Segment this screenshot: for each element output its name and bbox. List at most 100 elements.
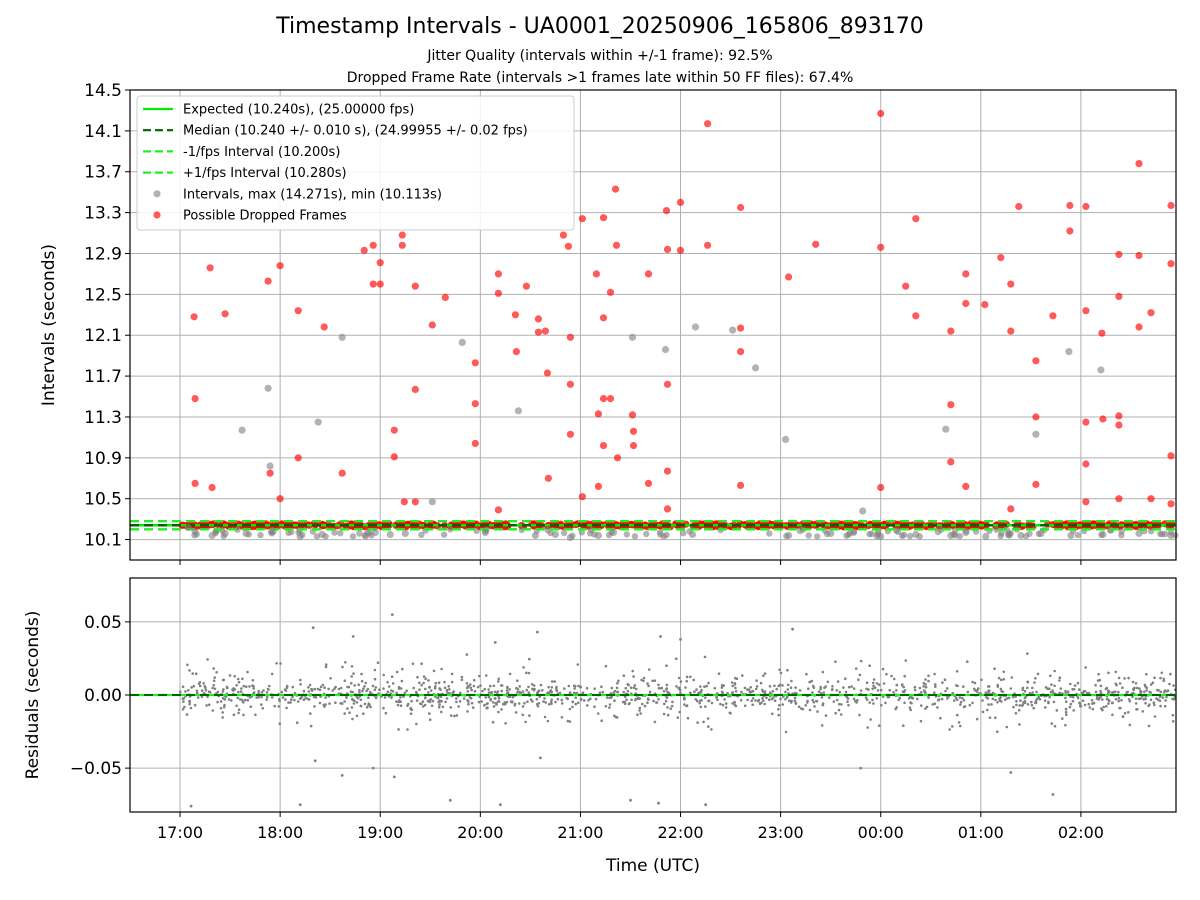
residual-point xyxy=(642,679,645,683)
residual-point xyxy=(1128,700,1132,703)
dropped-frame-point xyxy=(1098,329,1106,337)
residual-point xyxy=(516,679,519,682)
residual-point xyxy=(493,697,497,700)
residual-point xyxy=(565,696,568,700)
residual-point xyxy=(936,698,940,702)
residual-point xyxy=(485,702,489,706)
interval-point xyxy=(827,529,835,538)
dropped-frame-point xyxy=(566,380,575,388)
residual-point xyxy=(1046,687,1049,691)
residual-point xyxy=(793,699,797,703)
residual-point xyxy=(427,691,430,694)
residual-point xyxy=(962,685,965,688)
residual-point xyxy=(260,695,263,699)
residual-point xyxy=(1078,704,1082,708)
residual-point xyxy=(679,691,682,695)
residual-point xyxy=(675,685,678,688)
residual-point xyxy=(205,704,208,707)
residual-point xyxy=(428,712,431,715)
residual-point xyxy=(252,687,255,690)
residual-point xyxy=(309,712,312,715)
residual-point xyxy=(266,687,270,691)
dropped-frame-point xyxy=(1135,251,1143,260)
residual-point xyxy=(365,706,369,709)
residual-point xyxy=(1064,710,1068,714)
residual-point xyxy=(444,700,447,704)
dropped-frame-point xyxy=(1167,500,1175,508)
residual-point xyxy=(819,685,822,689)
residual-point xyxy=(1159,676,1162,680)
residual-point xyxy=(373,668,377,672)
residual-point xyxy=(333,687,336,690)
residual-point xyxy=(959,724,962,728)
residual-point xyxy=(563,687,566,690)
residual-point xyxy=(555,687,558,691)
residual-point xyxy=(244,685,248,688)
residual-point xyxy=(888,688,891,692)
residual-point xyxy=(236,696,239,700)
residual-point xyxy=(251,684,254,687)
residual-point xyxy=(916,697,919,701)
residual-point xyxy=(324,696,328,699)
residual-point xyxy=(941,681,944,684)
residual-point xyxy=(626,689,630,693)
dropped-frame-point xyxy=(411,498,419,506)
residual-point xyxy=(197,682,201,685)
baseline-interval-point xyxy=(418,531,425,539)
dropped-frame-point xyxy=(962,482,970,490)
dropped-frame-point xyxy=(1082,460,1090,468)
residual-point xyxy=(743,704,747,708)
residual-outlier-point xyxy=(298,803,302,807)
residual-point xyxy=(587,699,590,702)
dropped-frame-point xyxy=(1007,505,1015,513)
residual-point xyxy=(470,701,474,705)
residual-point xyxy=(383,696,387,699)
residual-point xyxy=(763,672,767,675)
residual-point xyxy=(596,712,600,715)
residual-point xyxy=(337,687,341,691)
residual-point xyxy=(529,698,533,701)
residual-point xyxy=(778,668,781,672)
baseline-interval-point xyxy=(1074,531,1082,539)
residual-point xyxy=(362,687,365,690)
residual-point xyxy=(671,700,674,704)
interval-point xyxy=(628,333,637,341)
residual-point xyxy=(759,681,763,685)
residual-point xyxy=(1015,703,1018,707)
residual-point xyxy=(213,676,216,679)
interval-point xyxy=(1032,430,1040,438)
residual-point xyxy=(1036,672,1040,676)
residual-point xyxy=(999,687,1003,691)
residual-point xyxy=(410,699,413,703)
residual-point xyxy=(734,690,738,693)
residual-point xyxy=(670,704,674,708)
residual-point xyxy=(821,703,825,707)
residual-point xyxy=(868,664,871,667)
residual-point xyxy=(638,697,641,700)
top-y-tick-label: 10.1 xyxy=(84,531,122,551)
residual-point xyxy=(836,680,840,683)
residual-point xyxy=(548,690,552,694)
residual-point xyxy=(560,698,564,702)
residual-point xyxy=(516,690,519,694)
residual-point xyxy=(731,691,734,694)
residual-point xyxy=(705,684,708,688)
residual-point xyxy=(713,687,717,690)
dropped-frame-point xyxy=(276,495,284,503)
residual-point xyxy=(522,666,525,669)
residual-point xyxy=(657,683,660,687)
residual-point xyxy=(993,667,996,670)
residual-point xyxy=(699,685,702,688)
residual-point xyxy=(1138,687,1141,690)
residual-point xyxy=(223,703,226,707)
residual-point xyxy=(1064,707,1068,711)
residual-point xyxy=(257,689,261,693)
residual-point xyxy=(665,687,669,690)
dropped-frame-point xyxy=(471,359,479,367)
residual-point xyxy=(453,714,456,718)
residual-point xyxy=(506,691,510,694)
residual-point xyxy=(363,702,367,706)
residual-point xyxy=(334,701,337,704)
residual-point xyxy=(768,685,772,688)
residual-point xyxy=(1153,715,1157,718)
